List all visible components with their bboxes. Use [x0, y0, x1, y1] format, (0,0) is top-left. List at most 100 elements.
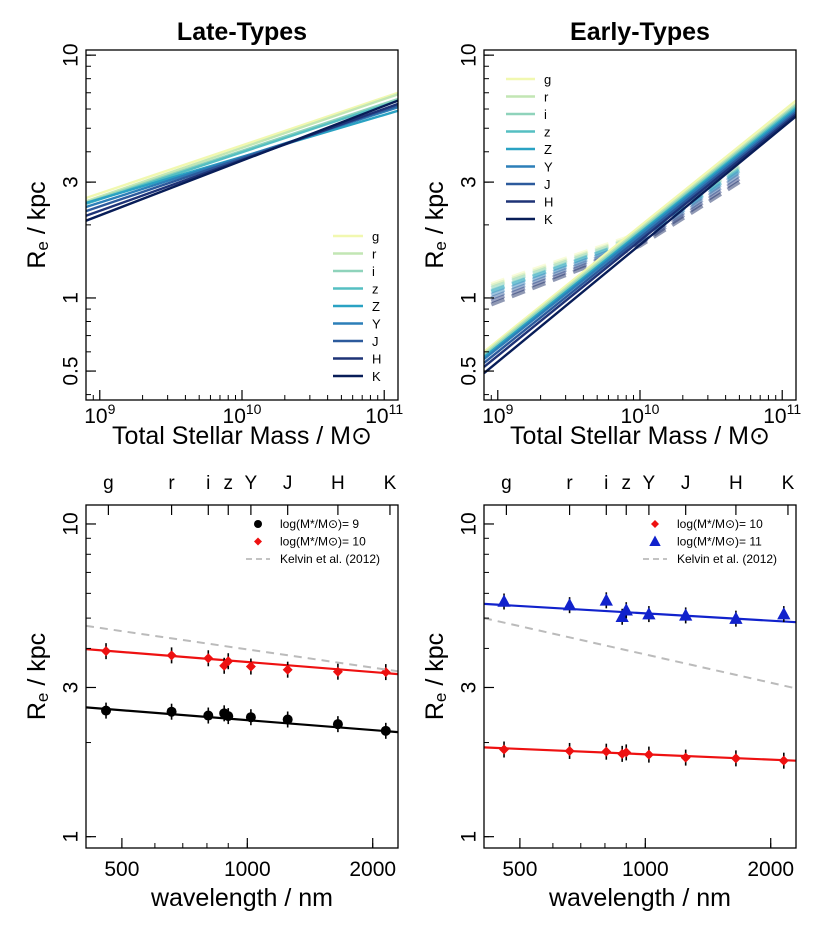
legend-label: Kelvin et al. (2012): [677, 552, 777, 566]
y-axis-label-1: Re / kpc: [23, 181, 53, 268]
legend-label-r: r: [544, 90, 549, 105]
y-tick-label: 1: [60, 292, 83, 304]
y-tick-label: 10: [60, 43, 83, 66]
y-tick-label: 10: [458, 43, 481, 66]
legend-label: log(M*/M⊙)= 10: [280, 535, 366, 549]
series-line-Y: [484, 109, 796, 361]
band-label: H: [331, 473, 345, 494]
minor-ticks-3: [86, 523, 91, 838]
data-point: [380, 725, 391, 736]
series-line-Z: [484, 108, 796, 359]
scatter-group-2: [86, 624, 398, 739]
y-tick-label: 10: [458, 512, 481, 535]
data-point: [601, 746, 612, 757]
data-point: [166, 650, 177, 661]
x-tick-label: 109: [482, 401, 513, 428]
x-tick-label: 2000: [349, 858, 396, 881]
data-point: [643, 749, 654, 760]
legend-label: log(M*/M⊙)= 9: [280, 517, 359, 531]
minor-ticks-4: [484, 523, 489, 838]
data-point: [615, 609, 629, 623]
data-point: [203, 710, 214, 721]
legend-label-z: z: [372, 282, 379, 297]
data-point: [642, 607, 656, 620]
y-tick-label: 3: [60, 176, 83, 188]
legend-label-K: K: [372, 369, 381, 384]
band-label: J: [681, 473, 691, 494]
data-point: [562, 598, 577, 611]
x-axis-label-4: wavelength / nm: [548, 884, 731, 912]
data-point: [245, 661, 256, 672]
x-tick-label: 500: [104, 858, 139, 881]
band-label: g: [103, 473, 114, 494]
data-point: [599, 593, 613, 606]
band-label: z: [621, 473, 631, 494]
scatter-group-3: [484, 592, 796, 769]
series-line-K: [86, 99, 398, 222]
legend-label-Y: Y: [544, 160, 553, 175]
minor-ticks-2: [483, 54, 777, 400]
band-label: i: [206, 473, 210, 494]
band-label: r: [168, 473, 175, 494]
fit-line-red: [86, 648, 398, 676]
legend-scatter-2: log(M*/M⊙)= 9 log(M*/M⊙)= 10 Kelvin et al.…: [246, 517, 380, 566]
data-point: [729, 611, 743, 624]
y-axis-label-2: Re / kpc: [421, 181, 451, 268]
data-point: [101, 646, 112, 657]
series-line-g: [484, 99, 796, 353]
legend-swatch: [254, 537, 262, 546]
y-axis-label-4: Re / kpc: [421, 633, 451, 720]
band-label: i: [604, 473, 608, 494]
legend-label: log(M*/M⊙)= 11: [677, 535, 762, 549]
y-tick-label: 1: [458, 292, 481, 304]
data-point: [679, 608, 693, 621]
legend-swatch: [649, 535, 661, 546]
y-axis-label-3: Re / kpc: [23, 633, 53, 720]
x-tick-label: 2000: [747, 858, 794, 881]
data-point: [499, 744, 510, 755]
x-tick-label: 1011: [763, 401, 801, 428]
data-point: [778, 755, 789, 766]
plot-frame-3: [85, 504, 399, 849]
legend-swatch: [254, 520, 262, 528]
x-tick-label: 1010: [621, 401, 660, 428]
band-label: Y: [643, 473, 656, 494]
kelvin-line: [484, 617, 796, 690]
series-group-late: [86, 91, 398, 222]
kelvin-line: [86, 624, 398, 673]
x-axis-label-1: Total Stellar Mass / M⊙: [112, 422, 372, 450]
data-point: [497, 594, 511, 607]
band-label: H: [729, 473, 743, 494]
legend-label-g: g: [372, 229, 379, 244]
series-line-r: [484, 102, 796, 355]
legend-label-i: i: [544, 107, 547, 122]
legend-label-K: K: [544, 212, 553, 227]
fit-line-blue: [484, 602, 796, 624]
series-line-g: [86, 91, 398, 200]
band-label: r: [566, 473, 573, 494]
band-label: J: [283, 473, 293, 494]
band-label: Y: [245, 473, 258, 494]
panel-title-late: Late-Types: [177, 18, 307, 46]
y-tick-label: 3: [458, 176, 481, 188]
data-point: [564, 745, 575, 756]
data-point: [777, 607, 791, 620]
data-point: [203, 653, 214, 664]
data-point: [223, 711, 234, 722]
x-axis-label-2: Total Stellar Mass / M⊙: [510, 422, 770, 450]
band-label: K: [782, 473, 795, 494]
series-line-i: [86, 97, 398, 204]
series-line-J: [484, 111, 796, 364]
x-tick-label: 500: [502, 858, 537, 881]
x-tick-label: 109: [84, 401, 115, 428]
y-tick-label: 3: [60, 682, 83, 694]
legend-label: Kelvin et al. (2012): [280, 552, 380, 566]
data-point: [282, 664, 293, 675]
legend-label-Z: Z: [372, 299, 380, 314]
y-tick-label: 10: [60, 512, 83, 535]
legend-swatch: [651, 520, 659, 528]
legend-label-Z: Z: [544, 142, 552, 157]
panel-title-early: Early-Types: [570, 18, 710, 46]
legend-label-z: z: [544, 125, 551, 140]
